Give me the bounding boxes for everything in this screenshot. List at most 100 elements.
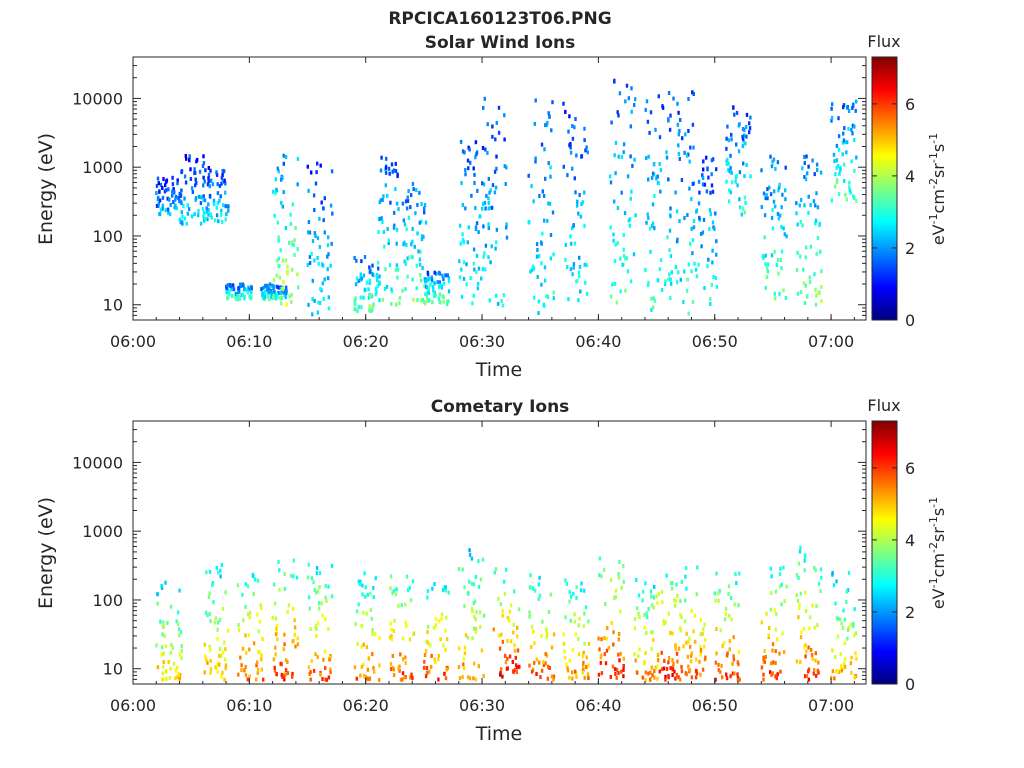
spectrogram-cell xyxy=(819,567,823,572)
spectrogram-cell xyxy=(171,175,174,180)
spectrogram-cell xyxy=(830,118,833,123)
spectrogram-cell xyxy=(513,667,517,672)
spectrogram-cell xyxy=(770,253,774,258)
spectrogram-cell xyxy=(587,676,590,680)
spectrogram-cell xyxy=(714,677,717,682)
spectrogram-cell xyxy=(246,677,249,682)
spectrogram-cell xyxy=(803,554,807,559)
spectrogram-cell xyxy=(853,607,856,612)
spectrogram-cell xyxy=(434,617,438,622)
spectrogram-cell xyxy=(667,656,671,660)
spectrogram-cell xyxy=(769,566,773,571)
spectrogram-cell xyxy=(715,571,718,576)
spectrogram-cell xyxy=(679,599,682,604)
spectrogram-cell xyxy=(220,181,223,186)
spectrogram-cell xyxy=(669,277,672,282)
spectrogram-cell xyxy=(475,253,479,258)
spectrogram-cell xyxy=(424,649,428,654)
spectrogram-cell xyxy=(748,121,751,126)
spectrogram-cell xyxy=(314,624,317,629)
spectrogram-cell xyxy=(830,106,833,111)
spectrogram-cell xyxy=(634,97,637,102)
spectrogram-cell xyxy=(442,281,446,286)
spectrogram-cell xyxy=(641,675,645,680)
spectrogram-cell xyxy=(396,267,400,272)
spectrogram-cell xyxy=(407,189,410,193)
spectrogram-cell xyxy=(416,231,419,236)
spectrogram-cell xyxy=(208,184,212,189)
spectrogram-cell xyxy=(651,224,654,229)
spectrogram-cell xyxy=(271,283,274,288)
spectrogram-cell xyxy=(276,220,279,225)
spectrogram-cell xyxy=(415,188,418,193)
spectrogram-cell xyxy=(213,620,216,625)
spectrogram-cell xyxy=(394,187,397,192)
spectrogram-cell xyxy=(430,277,434,282)
spectrogram-cell xyxy=(780,224,783,229)
spectrogram-cell xyxy=(748,130,751,135)
spectrogram-cell xyxy=(763,659,767,664)
spectrogram-cell xyxy=(584,605,588,610)
spectrogram-cell xyxy=(540,241,543,246)
spectrogram-cell xyxy=(575,595,578,600)
spectrogram-cell xyxy=(330,594,334,599)
spectrogram-cell xyxy=(543,278,547,283)
spectrogram-cell xyxy=(437,270,441,275)
spectrogram-cell xyxy=(665,666,669,671)
spectrogram-cell xyxy=(472,661,476,666)
spectrogram-cell xyxy=(645,99,649,104)
spectrogram-cell xyxy=(745,163,748,167)
colorbar xyxy=(871,420,898,685)
spectrogram-cell xyxy=(264,283,267,288)
spectrogram-cell xyxy=(442,587,445,592)
spectrogram-cell xyxy=(374,576,377,581)
spectrogram-cell xyxy=(725,676,729,681)
spectrogram-cell xyxy=(636,670,639,675)
spectrogram-cell xyxy=(570,594,573,599)
spectrogram-cell xyxy=(528,610,531,615)
spectrogram-cell xyxy=(474,575,478,579)
spectrogram-cell xyxy=(279,248,282,253)
spectrogram-cell xyxy=(598,573,601,578)
spectrogram-cell xyxy=(773,608,776,613)
spectrogram-cell xyxy=(547,111,550,116)
spectrogram-cell xyxy=(573,619,576,624)
spectrogram-cell xyxy=(313,231,316,236)
spectrogram-cell xyxy=(155,183,159,188)
spectrogram-cell xyxy=(677,110,680,115)
spectrogram-cell xyxy=(711,248,714,253)
spectrogram-cell xyxy=(221,606,225,611)
spectrogram-cell xyxy=(766,196,769,201)
spectrogram-cell xyxy=(541,619,544,624)
spectrogram-cell xyxy=(377,230,380,234)
spectrogram-cell xyxy=(410,193,413,198)
spectrogram-cell xyxy=(293,625,297,630)
spectrogram-cell xyxy=(201,164,205,168)
spectrogram-cell xyxy=(401,201,405,206)
spectrogram-cell xyxy=(549,165,552,170)
spectrogram-cell xyxy=(172,661,176,666)
spectrogram-cell xyxy=(633,103,636,107)
spectrogram-cell xyxy=(484,243,488,248)
spectrogram-cell xyxy=(667,277,670,282)
spectrogram-cell xyxy=(465,262,468,267)
spectrogram-cell xyxy=(842,666,845,671)
spectrogram-cell xyxy=(163,634,166,638)
spectrogram-cell xyxy=(237,295,241,299)
spectrogram-cell xyxy=(232,287,236,292)
spectrogram-cell xyxy=(158,198,162,203)
spectrogram-cell xyxy=(548,114,551,119)
spectrogram-cell xyxy=(814,287,817,292)
spectrogram-cell xyxy=(313,258,316,263)
spectrogram-cell xyxy=(667,660,670,665)
spectrogram-cell xyxy=(394,169,398,173)
spectrogram-cell xyxy=(679,612,682,617)
colorbar-tick-label: 2 xyxy=(905,239,915,258)
spectrogram-cell xyxy=(586,672,590,677)
spectrogram-cell xyxy=(570,241,573,246)
spectrogram-cell xyxy=(564,109,567,114)
spectrogram-cell xyxy=(781,631,784,636)
spectrogram-cell xyxy=(652,638,655,643)
spectrogram-cell xyxy=(842,661,846,666)
spectrogram-cell xyxy=(566,668,570,673)
